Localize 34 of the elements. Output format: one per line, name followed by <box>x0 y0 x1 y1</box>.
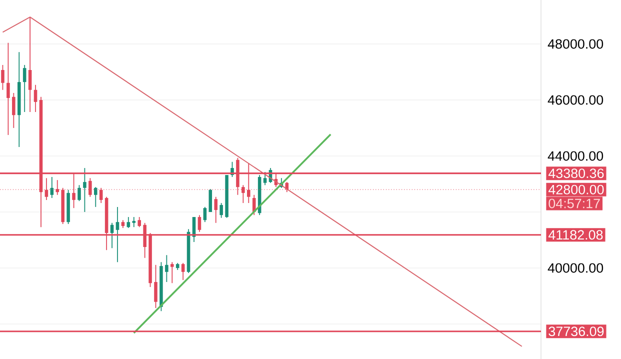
candlestick <box>220 202 223 218</box>
candlestick <box>263 171 267 186</box>
ref-line-label: 43380.36 <box>548 168 604 178</box>
candlestick <box>83 168 86 212</box>
ref-line-label: 42800.00 <box>548 184 604 194</box>
ref-line-label: 41182.08 <box>548 230 603 240</box>
candlestick <box>132 216 136 228</box>
candlestick <box>154 264 158 308</box>
y-tick-label: 44000.00 <box>548 151 604 161</box>
candlestick <box>126 216 130 228</box>
candlestick <box>165 254 168 282</box>
candlestick <box>28 16 32 112</box>
candlestick <box>198 214 202 232</box>
y-tick-label: 48000.00 <box>548 39 604 49</box>
candlestick <box>22 64 26 112</box>
candlestick <box>116 206 120 263</box>
candlestick <box>78 184 81 202</box>
candlestick <box>12 92 16 128</box>
candlestick <box>203 206 207 223</box>
candlestick <box>50 176 54 198</box>
ref-line-label: 37736.09 <box>548 326 604 336</box>
candlestick <box>1 64 4 90</box>
text: 04:57:17 <box>548 198 600 208</box>
candlestick <box>170 262 174 284</box>
candlestick <box>181 262 185 280</box>
candlestick <box>94 186 98 208</box>
y-tick-label: 46000.00 <box>548 95 604 105</box>
candlestick <box>6 42 10 136</box>
candlestick <box>208 188 212 212</box>
y-tick-label: 40000.00 <box>548 263 604 273</box>
candlestick <box>138 216 141 228</box>
candlestick <box>34 84 38 112</box>
candlestick <box>110 222 114 249</box>
candlestick <box>214 196 218 224</box>
